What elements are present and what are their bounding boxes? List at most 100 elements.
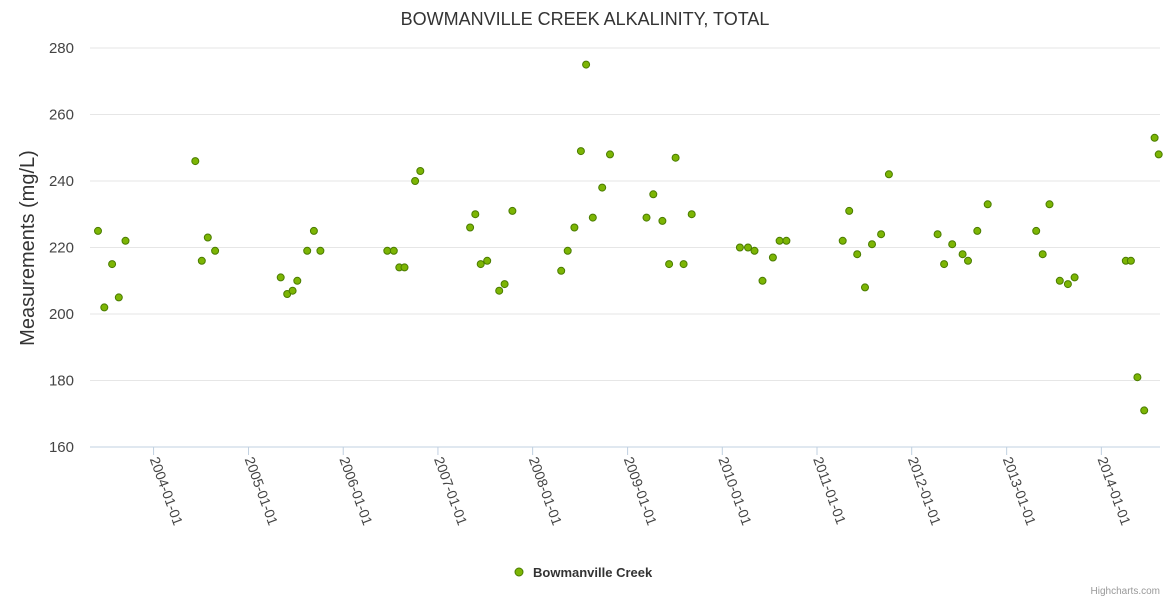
data-point[interactable] bbox=[1055, 276, 1064, 285]
data-point[interactable] bbox=[758, 276, 767, 285]
data-point[interactable] bbox=[316, 246, 325, 255]
data-point[interactable] bbox=[845, 206, 854, 215]
data-point[interactable] bbox=[861, 283, 869, 292]
data-point[interactable] bbox=[191, 157, 200, 166]
data-point[interactable] bbox=[973, 226, 982, 235]
data-point[interactable] bbox=[933, 230, 942, 239]
data-point[interactable] bbox=[1070, 273, 1079, 282]
data-point[interactable] bbox=[508, 206, 517, 215]
x-tick-label: 2009-01-01 bbox=[621, 455, 661, 528]
data-point[interactable] bbox=[416, 167, 425, 175]
legend-marker bbox=[514, 567, 524, 577]
credits-link[interactable]: Highcharts.com bbox=[1091, 586, 1160, 597]
data-point[interactable] bbox=[877, 230, 886, 239]
data-point[interactable] bbox=[557, 266, 566, 275]
data-point[interactable] bbox=[476, 260, 485, 269]
data-point[interactable] bbox=[197, 256, 206, 265]
y-tick-label: 200 bbox=[49, 306, 74, 323]
data-point[interactable] bbox=[1150, 133, 1159, 142]
x-tick-label: 2012-01-01 bbox=[905, 455, 945, 528]
data-point[interactable] bbox=[303, 246, 312, 255]
data-point[interactable] bbox=[495, 286, 504, 295]
data-point[interactable] bbox=[983, 200, 992, 209]
y-tick-label: 220 bbox=[49, 240, 74, 257]
x-tick-label: 2008-01-01 bbox=[526, 455, 566, 528]
y-axis-ticks: 160 180 200 220 240 260 280 bbox=[49, 40, 74, 456]
data-point[interactable] bbox=[471, 210, 480, 219]
data-point[interactable] bbox=[1133, 373, 1142, 382]
data-point[interactable] bbox=[203, 233, 212, 242]
x-tick-label: 2004-01-01 bbox=[147, 455, 187, 528]
data-point[interactable] bbox=[288, 286, 297, 295]
data-point[interactable] bbox=[500, 280, 509, 289]
data-point[interactable] bbox=[466, 223, 475, 232]
data-point[interactable] bbox=[276, 273, 285, 282]
data-point[interactable] bbox=[665, 260, 674, 269]
data-point[interactable] bbox=[100, 303, 109, 312]
data-point[interactable] bbox=[1154, 150, 1163, 159]
data-point[interactable] bbox=[309, 226, 318, 235]
x-tick-label: 2006-01-01 bbox=[336, 455, 376, 528]
data-point[interactable] bbox=[1038, 250, 1047, 259]
data-point[interactable] bbox=[211, 246, 220, 255]
grid-lines bbox=[90, 47, 1160, 381]
data-point[interactable] bbox=[563, 246, 572, 255]
data-point[interactable] bbox=[782, 236, 791, 245]
x-tick-label: 2014-01-01 bbox=[1095, 455, 1135, 528]
data-point[interactable] bbox=[940, 260, 949, 269]
data-point[interactable] bbox=[1126, 256, 1135, 265]
data-point[interactable] bbox=[400, 263, 409, 272]
data-point[interactable] bbox=[121, 236, 130, 245]
data-point[interactable] bbox=[94, 226, 102, 235]
data-point[interactable] bbox=[483, 256, 492, 265]
x-tick-label: 2007-01-01 bbox=[431, 455, 471, 528]
data-point[interactable] bbox=[964, 256, 972, 265]
data-point[interactable] bbox=[293, 276, 302, 285]
y-tick-label: 160 bbox=[49, 439, 74, 456]
data-point[interactable] bbox=[576, 147, 585, 156]
data-point[interactable] bbox=[1140, 406, 1149, 415]
x-tick-label: 2011-01-01 bbox=[810, 455, 849, 527]
data-point[interactable] bbox=[658, 216, 667, 225]
data-point[interactable] bbox=[1032, 226, 1041, 235]
data-point[interactable] bbox=[114, 293, 123, 302]
x-tick-label: 2010-01-01 bbox=[715, 455, 755, 528]
data-point[interactable] bbox=[108, 260, 117, 269]
data-point[interactable] bbox=[744, 243, 752, 252]
data-point[interactable] bbox=[642, 213, 651, 222]
data-point[interactable] bbox=[389, 246, 398, 255]
data-point[interactable] bbox=[853, 250, 862, 259]
legend[interactable]: Bowmanville Creek bbox=[514, 565, 653, 580]
data-point[interactable] bbox=[750, 246, 759, 255]
legend-label[interactable]: Bowmanville Creek bbox=[533, 565, 653, 580]
data-point[interactable] bbox=[671, 153, 680, 162]
y-tick-label: 260 bbox=[49, 107, 74, 124]
data-point[interactable] bbox=[411, 177, 420, 185]
data-point[interactable] bbox=[775, 236, 784, 245]
data-point[interactable] bbox=[679, 260, 688, 269]
data-point[interactable] bbox=[768, 253, 777, 262]
data-point[interactable] bbox=[1045, 200, 1054, 209]
data-point[interactable] bbox=[582, 60, 591, 69]
data-point[interactable] bbox=[570, 223, 579, 232]
x-tick-label: 2005-01-01 bbox=[242, 455, 282, 528]
data-point[interactable] bbox=[687, 210, 696, 219]
y-tick-label: 180 bbox=[49, 373, 74, 390]
y-axis-label: Measurements (mg/L) bbox=[17, 150, 39, 346]
data-point[interactable] bbox=[958, 250, 967, 259]
data-point[interactable] bbox=[1063, 280, 1072, 289]
x-tick-label: 2013-01-01 bbox=[1000, 455, 1040, 528]
data-point[interactable] bbox=[948, 240, 957, 249]
data-point[interactable] bbox=[735, 243, 744, 252]
data-point[interactable] bbox=[649, 190, 658, 199]
data-points bbox=[94, 60, 1163, 415]
data-point[interactable] bbox=[868, 240, 876, 249]
data-point[interactable] bbox=[588, 213, 597, 222]
data-point[interactable] bbox=[884, 170, 893, 179]
data-point[interactable] bbox=[838, 236, 847, 245]
data-point[interactable] bbox=[383, 246, 392, 255]
data-point[interactable] bbox=[606, 150, 614, 159]
data-point[interactable] bbox=[598, 183, 607, 192]
